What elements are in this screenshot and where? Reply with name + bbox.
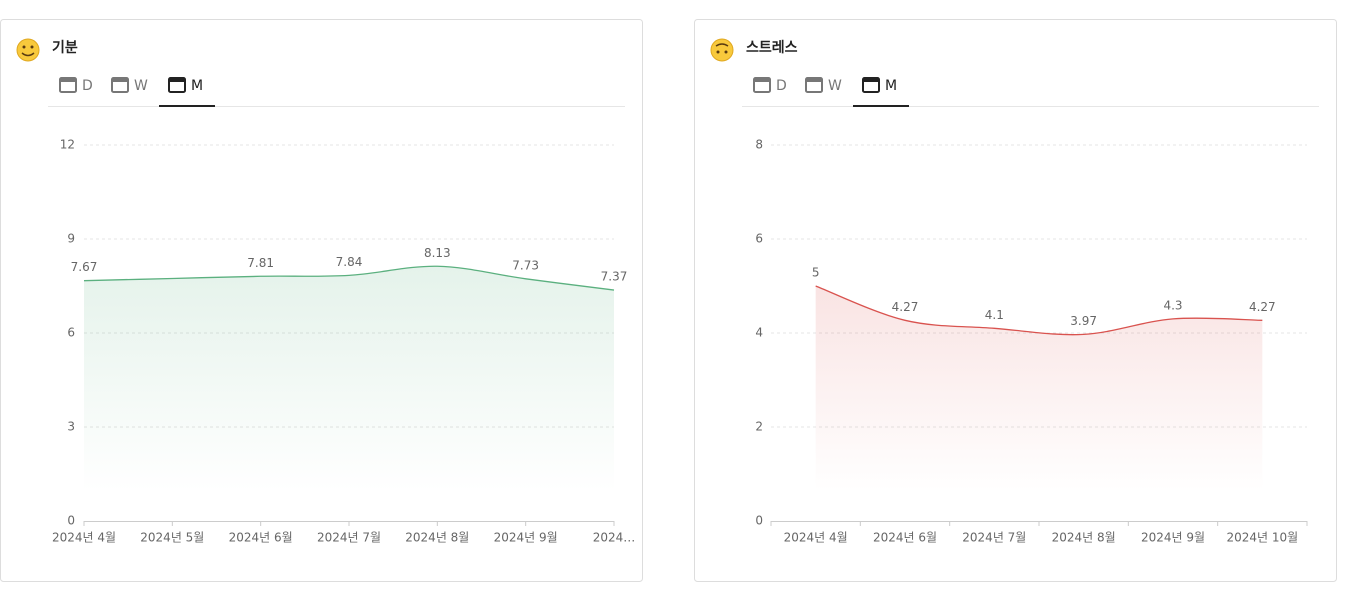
x-tick-label: 2024년 9월 (1141, 531, 1205, 545)
tab-label: D (82, 78, 93, 94)
y-tick-label: 6 (755, 232, 763, 246)
y-tick-label: 8 (755, 138, 763, 152)
y-tick-label: 9 (67, 232, 75, 246)
mood-icon (16, 38, 40, 62)
x-tick-label: 2024년 7월 (962, 531, 1026, 545)
x-tick-label: 2024년 10월 (1226, 531, 1298, 545)
tab[interactable]: W (111, 77, 148, 94)
x-tick-label: 2024년 4월 (52, 531, 116, 545)
area (815, 286, 1263, 491)
x-tick-label: 2024년 6월 (873, 531, 937, 545)
y-tick-label: 0 (755, 514, 763, 528)
line (83, 265, 615, 291)
y-tick-label: 12 (60, 138, 75, 152)
x-tick-label: 2024년 8월 (1052, 531, 1116, 545)
stress-icon (710, 38, 734, 62)
tab-label: M (885, 78, 897, 94)
data-label: 5 (812, 266, 820, 280)
tab[interactable]: M (159, 77, 215, 107)
data-label: 7.73 (512, 258, 539, 272)
y-tick-label: 2 (755, 420, 763, 434)
x-tick-label: 2024… (593, 531, 636, 545)
y-tick-label: 3 (67, 420, 75, 434)
x-tick-label: 2024년 6월 (229, 531, 293, 545)
chart-title: 스트레스 (746, 40, 798, 56)
y-tick-label: 6 (67, 326, 75, 340)
chart-title: 기분 (52, 40, 78, 56)
tab-label: D (776, 78, 787, 94)
tab-icon-top (169, 78, 185, 82)
data-label: 7.67 (71, 260, 98, 274)
data-label: 7.37 (601, 270, 628, 284)
x-tick-label: 2024년 5월 (140, 531, 204, 545)
tab[interactable]: D (59, 77, 93, 94)
data-label: 7.81 (247, 256, 274, 270)
y-tick-label: 4 (755, 326, 763, 340)
x-tick-label: 2024년 8월 (405, 531, 469, 545)
tab[interactable]: M (853, 77, 909, 107)
data-label: 4.1 (985, 308, 1004, 322)
tab[interactable]: D (753, 77, 787, 94)
y-tick-label: 0 (67, 514, 75, 528)
data-label: 4.3 (1163, 298, 1182, 312)
tab-icon-top (863, 78, 879, 82)
tab-icon-top (60, 78, 76, 82)
tab[interactable]: W (805, 77, 842, 94)
data-label: 4.27 (892, 300, 919, 314)
tab-label: W (828, 78, 842, 94)
data-label: 3.97 (1070, 314, 1097, 328)
line (815, 285, 1263, 336)
data-label: 7.84 (336, 255, 363, 269)
tab-icon-top (754, 78, 770, 82)
tab-icon-top (806, 78, 822, 82)
data-label: 4.27 (1249, 300, 1276, 314)
data-label: 8.13 (424, 246, 451, 260)
x-tick-label: 2024년 9월 (494, 531, 558, 545)
card (694, 19, 1337, 582)
x-tick-label: 2024년 7월 (317, 531, 381, 545)
tab-label: M (191, 78, 203, 94)
tab-label: W (134, 78, 148, 94)
tab-icon-top (112, 78, 128, 82)
area (84, 266, 614, 491)
x-tick-label: 2024년 4월 (784, 531, 848, 545)
